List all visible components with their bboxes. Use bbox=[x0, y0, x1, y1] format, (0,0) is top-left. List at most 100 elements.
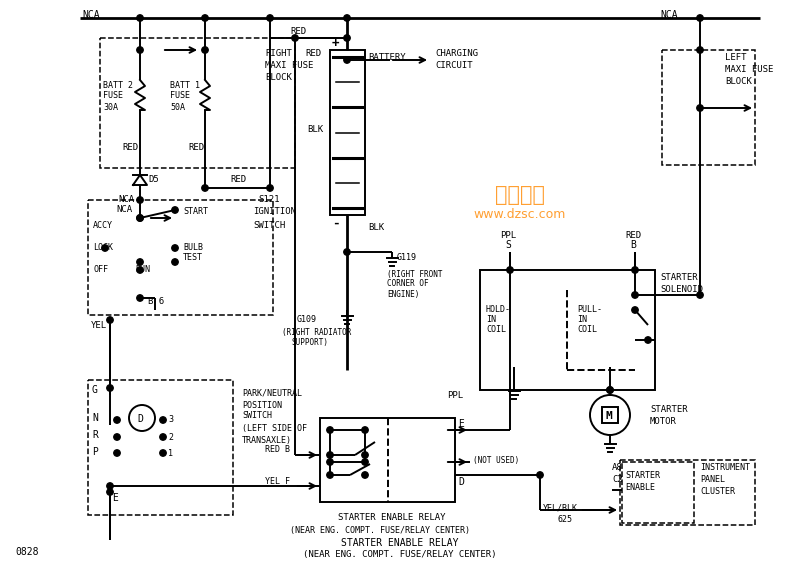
Circle shape bbox=[137, 267, 143, 273]
Text: PPL: PPL bbox=[447, 390, 463, 399]
Circle shape bbox=[107, 483, 114, 489]
Circle shape bbox=[172, 207, 178, 213]
Text: (RIGHT RADIATOR: (RIGHT RADIATOR bbox=[282, 328, 351, 337]
Circle shape bbox=[107, 385, 114, 391]
Text: NCA: NCA bbox=[118, 195, 134, 205]
Circle shape bbox=[344, 35, 350, 41]
Text: BULB: BULB bbox=[183, 244, 203, 253]
Text: PPL: PPL bbox=[500, 231, 516, 240]
Text: CHARGING: CHARGING bbox=[435, 50, 478, 59]
Circle shape bbox=[102, 245, 108, 251]
Text: NCA: NCA bbox=[116, 206, 132, 215]
Text: RIGHT: RIGHT bbox=[265, 49, 292, 58]
Bar bbox=[662, 50, 755, 165]
Text: LEFT: LEFT bbox=[725, 54, 746, 63]
Circle shape bbox=[172, 245, 178, 251]
Text: R: R bbox=[92, 430, 98, 440]
Circle shape bbox=[137, 197, 143, 203]
Text: 维库一下: 维库一下 bbox=[495, 185, 545, 205]
Circle shape bbox=[344, 249, 350, 255]
Text: CIRCUIT: CIRCUIT bbox=[435, 62, 473, 71]
Text: BATT 1: BATT 1 bbox=[170, 80, 200, 89]
Circle shape bbox=[344, 57, 350, 63]
Circle shape bbox=[327, 472, 333, 478]
Circle shape bbox=[160, 417, 166, 423]
Text: START: START bbox=[183, 207, 208, 216]
Text: IN: IN bbox=[577, 315, 587, 324]
Circle shape bbox=[137, 259, 143, 265]
Bar bbox=[88, 380, 233, 515]
Text: B: B bbox=[630, 240, 636, 250]
Bar bbox=[602, 407, 618, 423]
Circle shape bbox=[137, 215, 143, 221]
Circle shape bbox=[160, 434, 166, 440]
Text: BLOCK: BLOCK bbox=[265, 72, 292, 81]
Circle shape bbox=[697, 292, 703, 298]
Text: B 6: B 6 bbox=[148, 298, 164, 306]
Bar bbox=[480, 270, 655, 390]
Circle shape bbox=[114, 417, 120, 423]
Text: 30A: 30A bbox=[103, 102, 118, 111]
Text: C2: C2 bbox=[612, 475, 622, 484]
Text: ENGINE): ENGINE) bbox=[387, 289, 419, 298]
Text: PULL-: PULL- bbox=[577, 306, 602, 315]
Bar bbox=[622, 462, 694, 523]
Circle shape bbox=[107, 317, 114, 323]
Text: D5: D5 bbox=[148, 176, 158, 185]
Circle shape bbox=[137, 295, 143, 301]
Text: STARTER: STARTER bbox=[625, 471, 660, 480]
Text: (NOT USED): (NOT USED) bbox=[473, 455, 519, 464]
Circle shape bbox=[632, 292, 638, 298]
Circle shape bbox=[362, 459, 368, 465]
Text: G: G bbox=[92, 385, 98, 395]
Circle shape bbox=[292, 35, 298, 41]
Text: STARTER: STARTER bbox=[650, 406, 688, 415]
Circle shape bbox=[632, 267, 638, 273]
Text: D: D bbox=[137, 414, 143, 424]
Text: P: P bbox=[92, 447, 98, 457]
Text: 625: 625 bbox=[557, 515, 572, 524]
Text: OFF: OFF bbox=[93, 266, 108, 275]
Text: IGNITION: IGNITION bbox=[253, 207, 296, 216]
Text: 2: 2 bbox=[168, 432, 173, 441]
Text: 50A: 50A bbox=[170, 102, 185, 111]
Circle shape bbox=[606, 387, 614, 393]
Text: RED: RED bbox=[122, 144, 138, 153]
Circle shape bbox=[137, 15, 143, 21]
Text: RED B: RED B bbox=[265, 445, 290, 454]
Text: RUN: RUN bbox=[135, 266, 150, 275]
Circle shape bbox=[202, 15, 208, 21]
Circle shape bbox=[362, 452, 368, 458]
Circle shape bbox=[362, 472, 368, 478]
Text: CLUSTER: CLUSTER bbox=[700, 488, 735, 497]
Text: LOCK: LOCK bbox=[93, 244, 113, 253]
Text: SUPPORT): SUPPORT) bbox=[292, 337, 329, 346]
Text: (LEFT SIDE OF: (LEFT SIDE OF bbox=[242, 424, 307, 432]
Text: +: + bbox=[332, 37, 339, 50]
Circle shape bbox=[507, 267, 514, 273]
Text: G119: G119 bbox=[397, 254, 417, 263]
Circle shape bbox=[160, 450, 166, 456]
Text: POSITION: POSITION bbox=[242, 401, 282, 410]
Text: M: M bbox=[606, 411, 613, 421]
Circle shape bbox=[202, 47, 208, 53]
Text: NCA: NCA bbox=[82, 10, 100, 20]
Bar bbox=[620, 460, 755, 525]
Text: TEST: TEST bbox=[183, 254, 203, 263]
Text: BLK: BLK bbox=[307, 125, 323, 134]
Circle shape bbox=[202, 185, 208, 191]
Text: SWITCH: SWITCH bbox=[242, 411, 272, 420]
Text: ENABLE: ENABLE bbox=[625, 484, 655, 493]
Text: YEL F: YEL F bbox=[265, 476, 290, 485]
Text: STARTER ENABLE RELAY: STARTER ENABLE RELAY bbox=[342, 538, 458, 548]
Text: -: - bbox=[332, 216, 339, 229]
Text: SWITCH: SWITCH bbox=[253, 220, 286, 229]
Text: PARK/NEUTRAL: PARK/NEUTRAL bbox=[242, 389, 302, 398]
Circle shape bbox=[362, 427, 368, 433]
Text: RED: RED bbox=[290, 28, 306, 37]
Text: STARTER ENABLE RELAY: STARTER ENABLE RELAY bbox=[338, 514, 446, 523]
Text: S: S bbox=[505, 240, 511, 250]
Text: (NEAR ENG. COMPT. FUSE/RELAY CENTER): (NEAR ENG. COMPT. FUSE/RELAY CENTER) bbox=[303, 550, 497, 558]
Circle shape bbox=[172, 259, 178, 265]
Text: BATT 2: BATT 2 bbox=[103, 80, 133, 89]
